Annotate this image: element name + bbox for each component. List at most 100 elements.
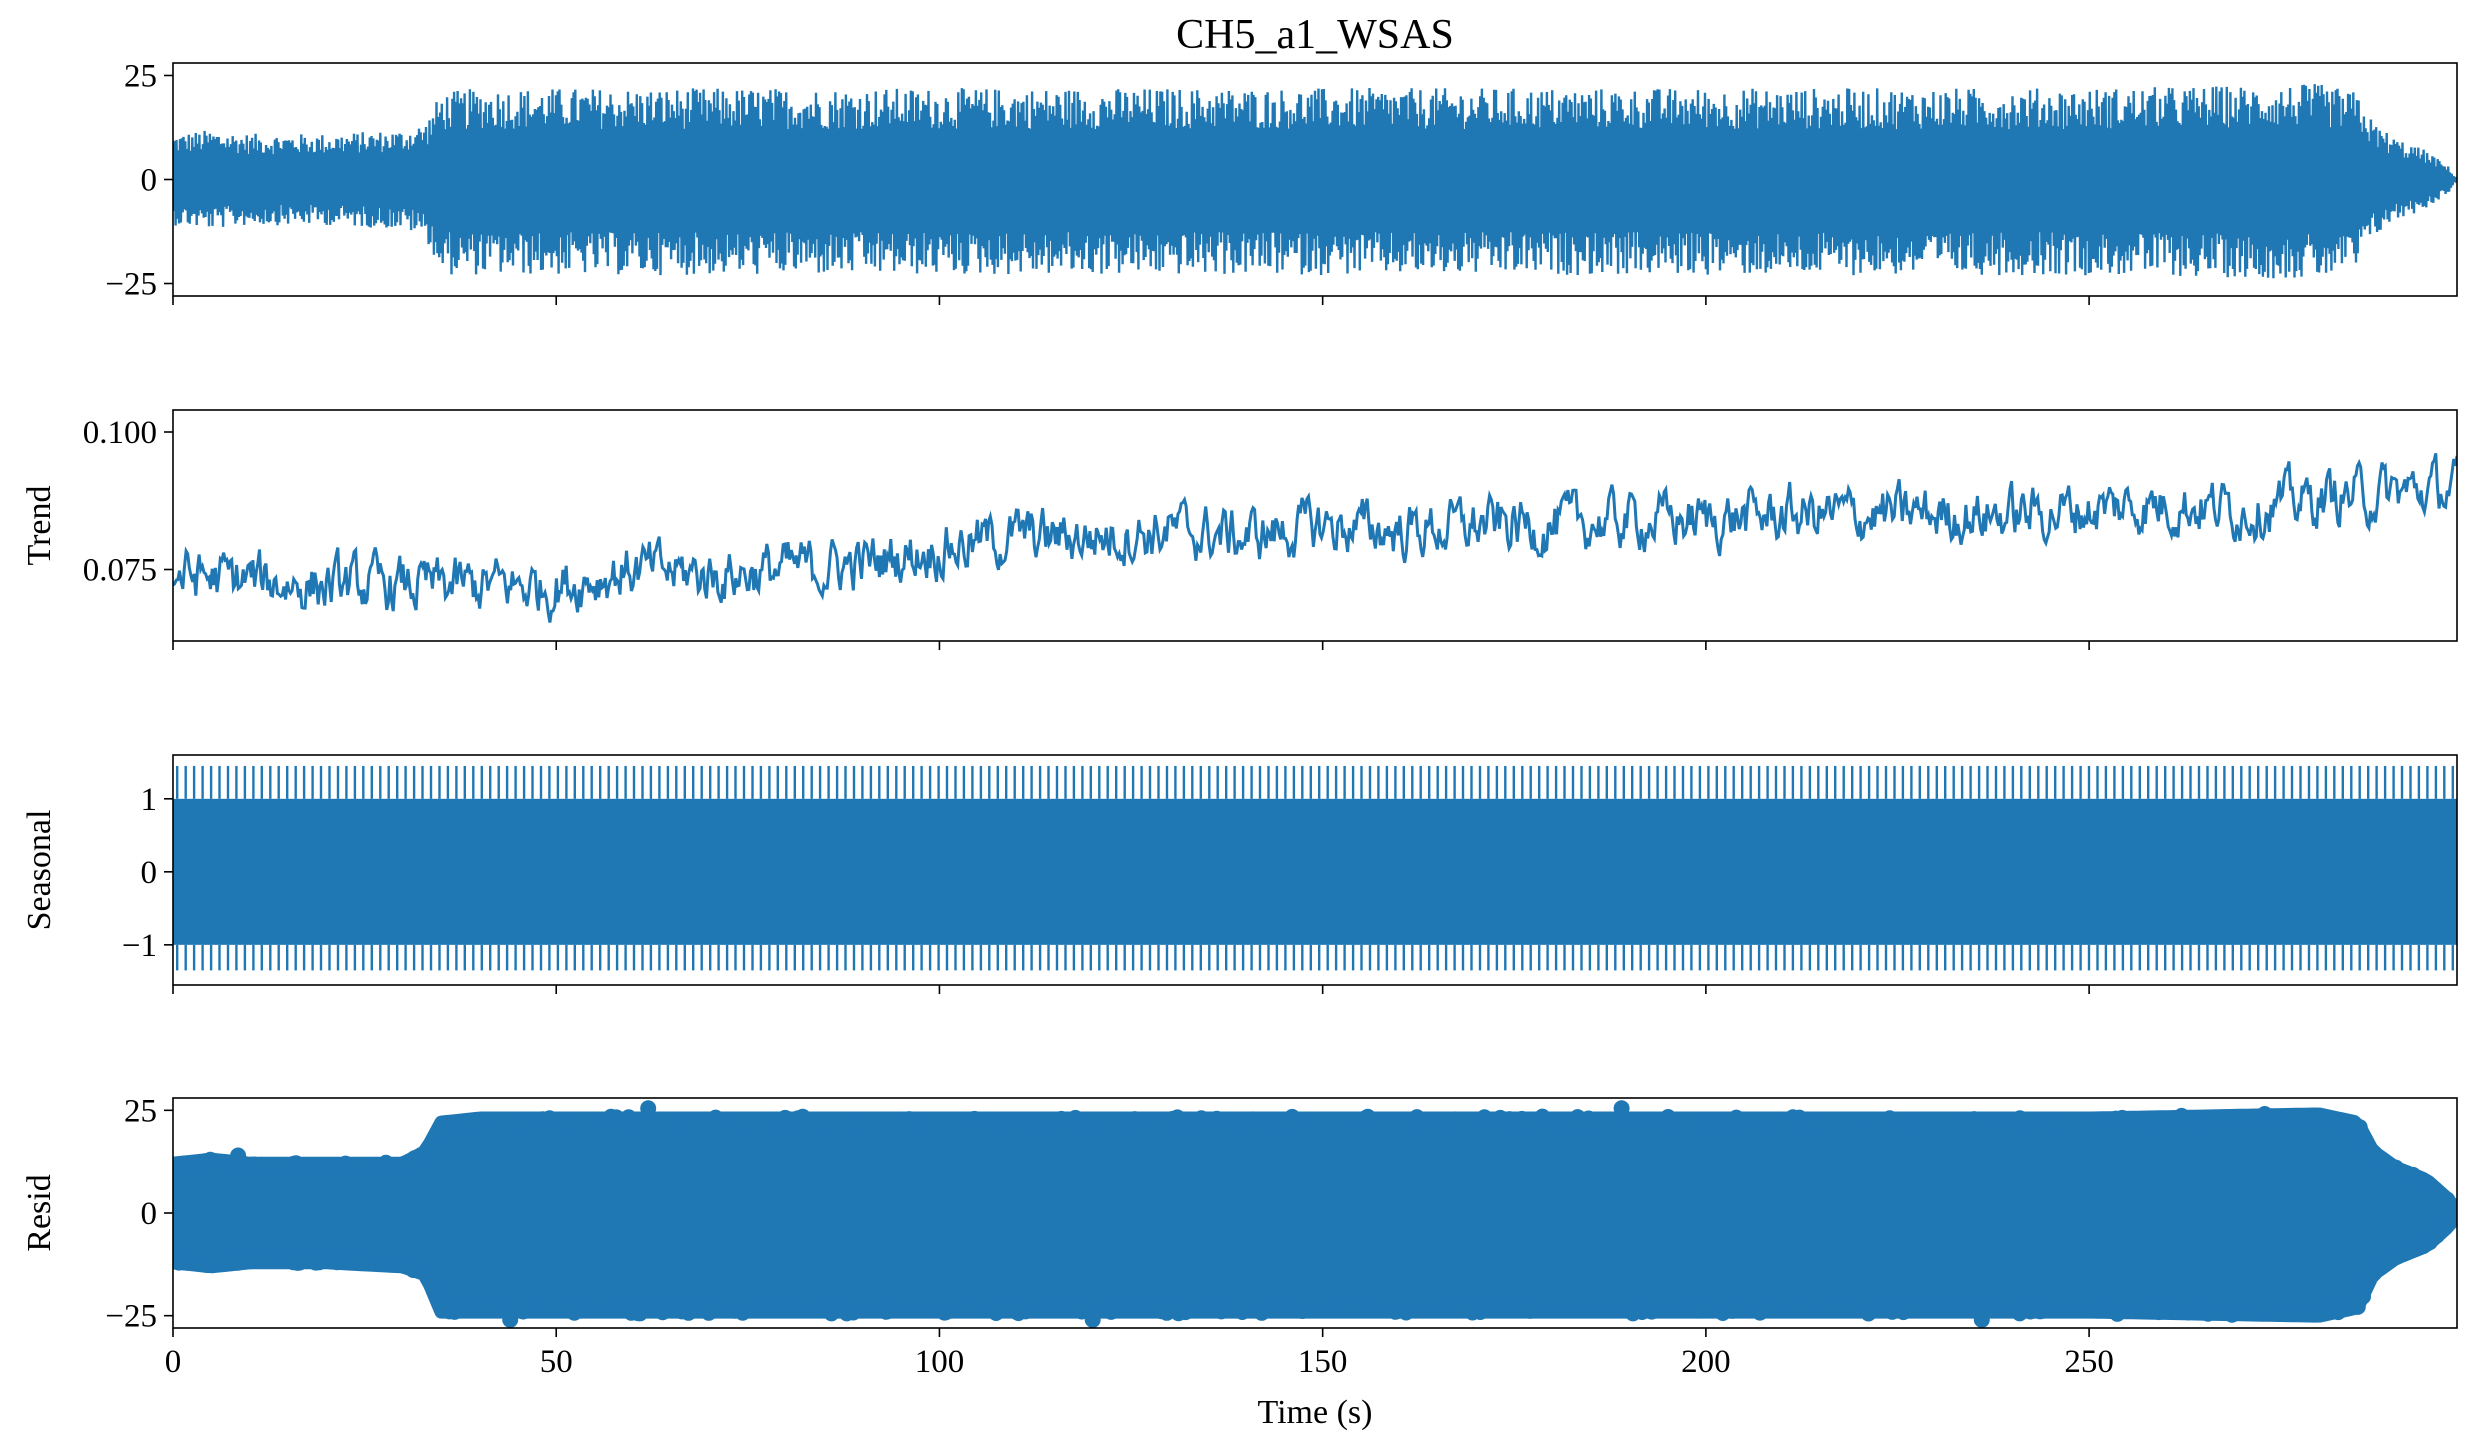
- resid-point: [1494, 1118, 1511, 1134]
- resid-point: [1350, 1296, 1367, 1313]
- resid-point: [1794, 1297, 1810, 1314]
- resid-outlier-point: [502, 1311, 519, 1328]
- resid-point: [1899, 1298, 1916, 1315]
- resid-point: [1280, 1297, 1297, 1314]
- resid-marker-cloud: [173, 1107, 2457, 1323]
- resid-point: [2160, 1300, 2177, 1317]
- resid-point: [446, 1303, 463, 1320]
- resid-point: [1624, 1111, 1641, 1128]
- seasonal-y-axis-label: Seasonal: [21, 810, 58, 931]
- resid-point: [824, 1297, 841, 1314]
- resid-point: [1461, 1114, 1478, 1131]
- y-tick-label: −1: [122, 928, 157, 964]
- resid-point: [1625, 1305, 1641, 1322]
- x-axis-label: Time (s): [1258, 1394, 1373, 1431]
- resid-point: [537, 1300, 554, 1317]
- seasonal-axes-frame: [172, 754, 2458, 986]
- trend-plot-area: [173, 452, 2457, 623]
- resid-point: [1042, 1298, 1059, 1314]
- resid-point: [206, 1255, 222, 1272]
- resid-point: [2045, 1115, 2062, 1132]
- resid-point: [1169, 1109, 1186, 1126]
- resid-point: [1153, 1303, 1170, 1320]
- resid-point: [1844, 1115, 1861, 1132]
- resid-point: [937, 1304, 954, 1321]
- resid-point: [378, 1154, 394, 1171]
- observed-series-line: [173, 84, 2457, 279]
- resid-point: [1387, 1303, 1404, 1320]
- resid-point: [1025, 1112, 1042, 1129]
- trend-axes-frame: [172, 409, 2458, 642]
- y-tick-label: −25: [105, 267, 157, 303]
- resid-point: [2344, 1120, 2361, 1137]
- y-tick-label: 25: [124, 1093, 157, 1129]
- resid-point: [1765, 1115, 1782, 1132]
- resid-point: [1370, 1114, 1386, 1131]
- resid-point: [1845, 1300, 1862, 1317]
- resid-point: [731, 1117, 748, 1134]
- resid-point: [2188, 1114, 2205, 1131]
- resid-point: [955, 1302, 972, 1319]
- resid-point: [592, 1296, 609, 1313]
- y-tick-label: −25: [105, 1299, 157, 1335]
- resid-point: [2142, 1113, 2159, 1130]
- resid-point: [2109, 1305, 2126, 1322]
- resid-point: [1265, 1115, 1282, 1131]
- resid-point: [1510, 1113, 1527, 1130]
- resid-point: [471, 1296, 488, 1312]
- resid-point: [511, 1113, 528, 1130]
- resid-point: [734, 1304, 751, 1321]
- y-tick-label: 0.100: [83, 415, 157, 451]
- resid-point: [666, 1117, 683, 1134]
- resid-point: [703, 1301, 720, 1318]
- resid-plot-area: [173, 1100, 2457, 1328]
- resid-point: [2421, 1234, 2438, 1251]
- resid-point: [2447, 1207, 2457, 1224]
- resid-point: [1785, 1109, 1801, 1126]
- resid-point: [2256, 1301, 2273, 1318]
- resid-edge-markers: [173, 1100, 2457, 1328]
- resid-point: [1581, 1113, 1598, 1130]
- resid-point: [1208, 1110, 1225, 1127]
- seasonal-plot-area: [173, 765, 2457, 971]
- resid-point: [2382, 1158, 2399, 1174]
- resid-point: [1464, 1304, 1481, 1321]
- resid-point: [2405, 1166, 2422, 1183]
- resid-point: [712, 1111, 729, 1128]
- x-tick-label: 150: [1298, 1344, 1348, 1380]
- x-tick-label: 250: [2064, 1344, 2114, 1380]
- trend-series-line: [173, 452, 2457, 623]
- resid-point: [1451, 1301, 1468, 1318]
- resid-point: [188, 1155, 205, 1172]
- resid-point: [638, 1115, 655, 1131]
- resid-point: [580, 1111, 597, 1128]
- resid-point: [1752, 1304, 1768, 1321]
- resid-point: [1447, 1111, 1464, 1128]
- resid-outlier-point: [1973, 1311, 1990, 1328]
- resid-point: [1718, 1114, 1735, 1130]
- resid-point: [845, 1304, 862, 1321]
- panel-observed: −25 0 25: [105, 58, 2458, 305]
- resid-point: [810, 1301, 827, 1318]
- resid-point: [1881, 1110, 1898, 1127]
- resid-point: [373, 1255, 390, 1272]
- resid-point: [1922, 1297, 1939, 1314]
- resid-point: [2256, 1106, 2273, 1122]
- resid-point: [1860, 1305, 1877, 1322]
- resid-point: [1017, 1303, 1034, 1320]
- resid-point: [1663, 1114, 1680, 1130]
- resid-point: [1399, 1115, 1415, 1131]
- resid-point: [1990, 1111, 2007, 1128]
- resid-point: [2405, 1240, 2422, 1257]
- resid-point: [880, 1303, 896, 1320]
- resid-point: [1120, 1116, 1137, 1133]
- resid-point: [1476, 1109, 1493, 1126]
- resid-point: [2303, 1109, 2320, 1126]
- resid-point: [253, 1156, 270, 1173]
- resid-point: [487, 1299, 503, 1316]
- resid-point: [778, 1295, 795, 1312]
- resid-outlier-point: [1084, 1311, 1101, 1328]
- y-tick-label: 25: [124, 58, 157, 94]
- resid-point: [2011, 1110, 2028, 1127]
